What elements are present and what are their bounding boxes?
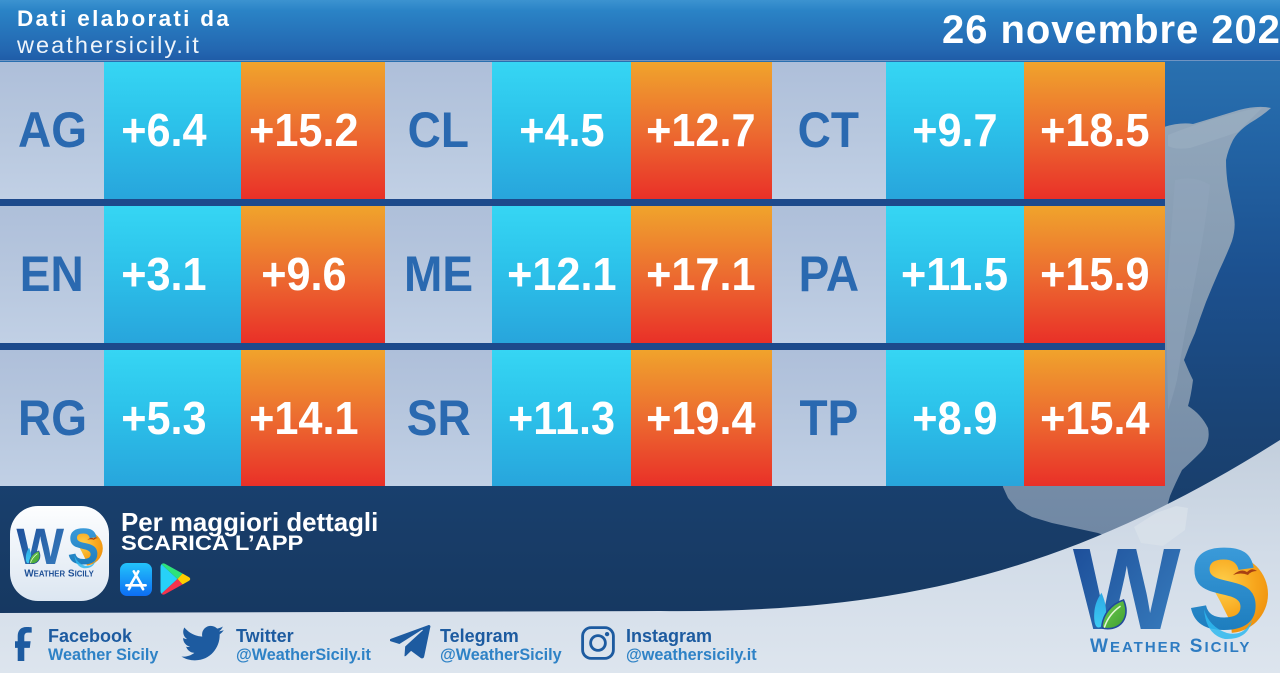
svg-text:WEATHER SICILY: WEATHER SICILY bbox=[24, 569, 94, 580]
svg-text:WEATHER SICILY: WEATHER SICILY bbox=[1090, 636, 1251, 657]
